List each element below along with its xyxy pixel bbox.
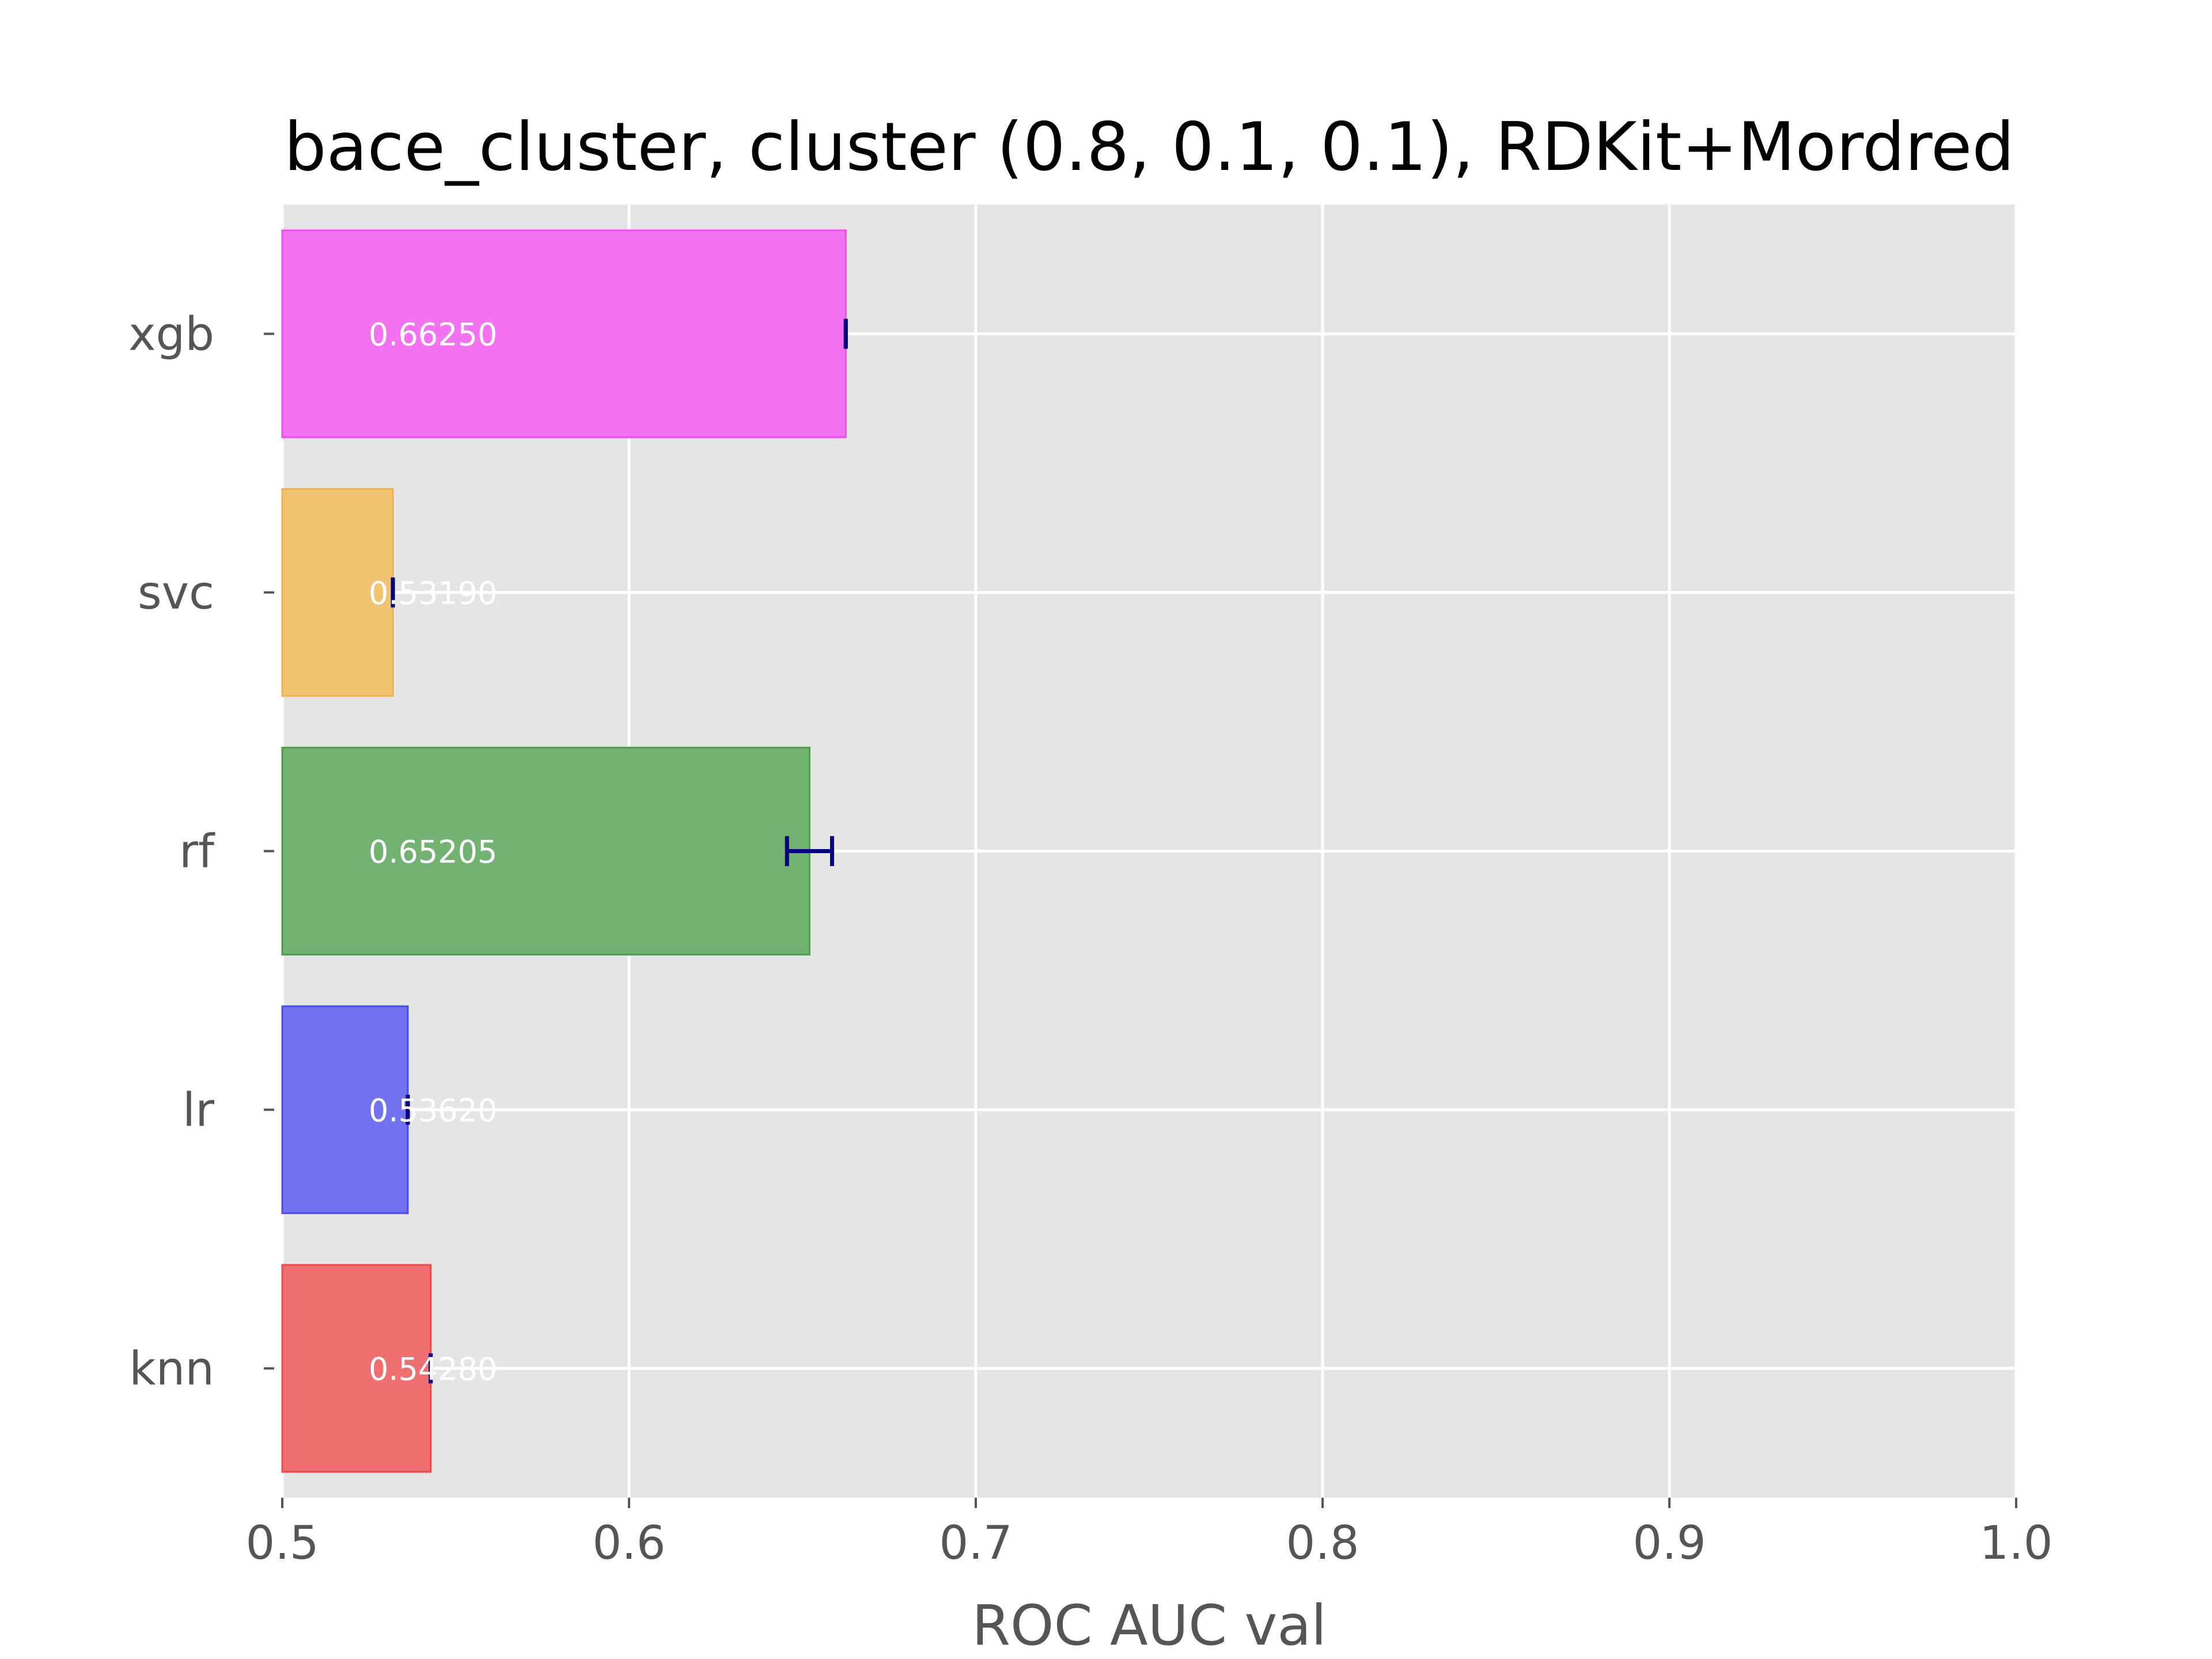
- y-tick-label-xgb: xgb: [128, 308, 214, 361]
- value-label-rf: 0.65205: [369, 834, 497, 870]
- x-tick-label: 0.9: [1633, 1516, 1706, 1570]
- y-tick-label-knn: knn: [129, 1342, 214, 1396]
- x-axis-label: ROC AUC val: [972, 1593, 1327, 1658]
- error-bar-rf: [785, 836, 834, 866]
- y-tick-label-lr: lr: [183, 1084, 214, 1137]
- y-axis: knn lr rf svc xgb: [128, 308, 274, 1396]
- x-axis: 0.5 0.6 0.7 0.8 0.9 1.0: [245, 1498, 2053, 1570]
- value-label-xgb: 0.66250: [369, 317, 497, 353]
- y-tick-label-svc: svc: [138, 566, 214, 620]
- x-tick-label: 0.5: [245, 1516, 319, 1570]
- chart-title: bace_cluster, cluster (0.8, 0.1, 0.1), R…: [284, 108, 2014, 186]
- y-tick-label-rf: rf: [179, 825, 215, 878]
- x-tick-label: 0.8: [1286, 1516, 1359, 1570]
- value-label-svc: 0.53190: [369, 575, 497, 612]
- value-labels: 0.54280 0.53620 0.65205 0.53190 0.66250: [369, 317, 497, 1388]
- value-label-lr: 0.53620: [369, 1093, 497, 1129]
- x-tick-label: 1.0: [1979, 1516, 2052, 1570]
- value-label-knn: 0.54280: [369, 1351, 497, 1388]
- error-bars: [391, 319, 848, 1384]
- bar-rf: [281, 747, 810, 956]
- bar-xgb: [281, 229, 847, 438]
- bars: [281, 229, 847, 1473]
- x-tick-label: 0.6: [592, 1516, 665, 1570]
- x-tick-label: 0.7: [939, 1516, 1012, 1570]
